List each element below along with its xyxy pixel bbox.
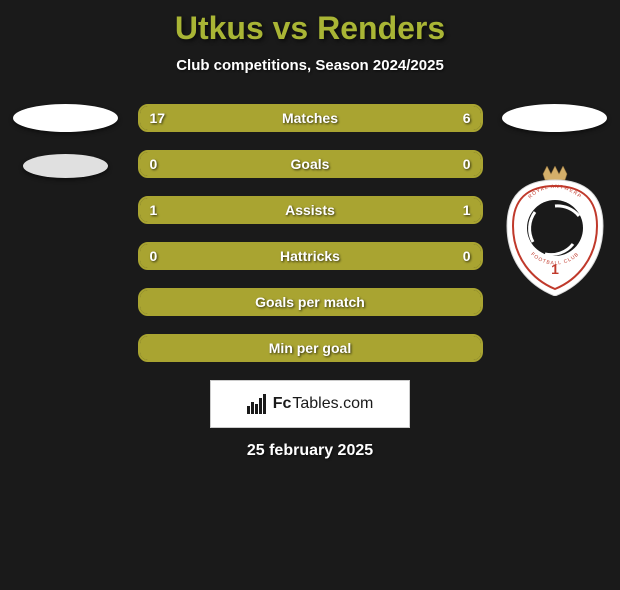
left-placeholder-shape-1 xyxy=(13,104,118,132)
stat-label: Matches xyxy=(140,110,481,126)
fctables-logo-box: FcTables.com xyxy=(210,380,410,428)
date-text: 25 february 2025 xyxy=(0,442,620,460)
stat-bar-min-per-goal: Min per goal xyxy=(138,334,483,362)
stat-bar-assists: 11Assists xyxy=(138,196,483,224)
content-area: 1 ROYAL ANTWERP FOOTBALL CLUB 176Matches… xyxy=(0,104,620,460)
crown-icon xyxy=(543,166,567,180)
stat-bars: 176Matches 00Goals 11Assists 00Hattricks Goa… xyxy=(138,104,483,362)
right-placeholder-column: 1 ROYAL ANTWERP FOOTBALL CLUB xyxy=(497,104,612,296)
stat-bar-hattricks: 00Hattricks xyxy=(138,242,483,270)
subtitle: Club competitions, Season 2024/2025 xyxy=(0,57,620,74)
chart-bars-icon xyxy=(247,394,269,414)
left-placeholder-shape-2 xyxy=(23,154,108,178)
stat-bar-matches: 176Matches xyxy=(138,104,483,132)
right-placeholder-shape-1 xyxy=(502,104,607,132)
stat-bar-goals-per-match: Goals per match xyxy=(138,288,483,316)
stat-label: Assists xyxy=(140,202,481,218)
stat-label: Hattricks xyxy=(140,248,481,264)
fctables-logo: FcTables.com xyxy=(247,394,374,414)
stat-bar-goals: 00Goals xyxy=(138,150,483,178)
club-crest: 1 ROYAL ANTWERP FOOTBALL CLUB xyxy=(505,166,605,296)
stat-label: Goals per match xyxy=(140,294,481,310)
stat-label: Goals xyxy=(140,156,481,172)
logo-text-prefix: Fc xyxy=(273,395,292,413)
logo-text-suffix: Tables.com xyxy=(292,395,373,413)
page-title: Utkus vs Renders xyxy=(0,10,620,47)
left-placeholder-column xyxy=(8,104,123,178)
stat-label: Min per goal xyxy=(140,340,481,356)
